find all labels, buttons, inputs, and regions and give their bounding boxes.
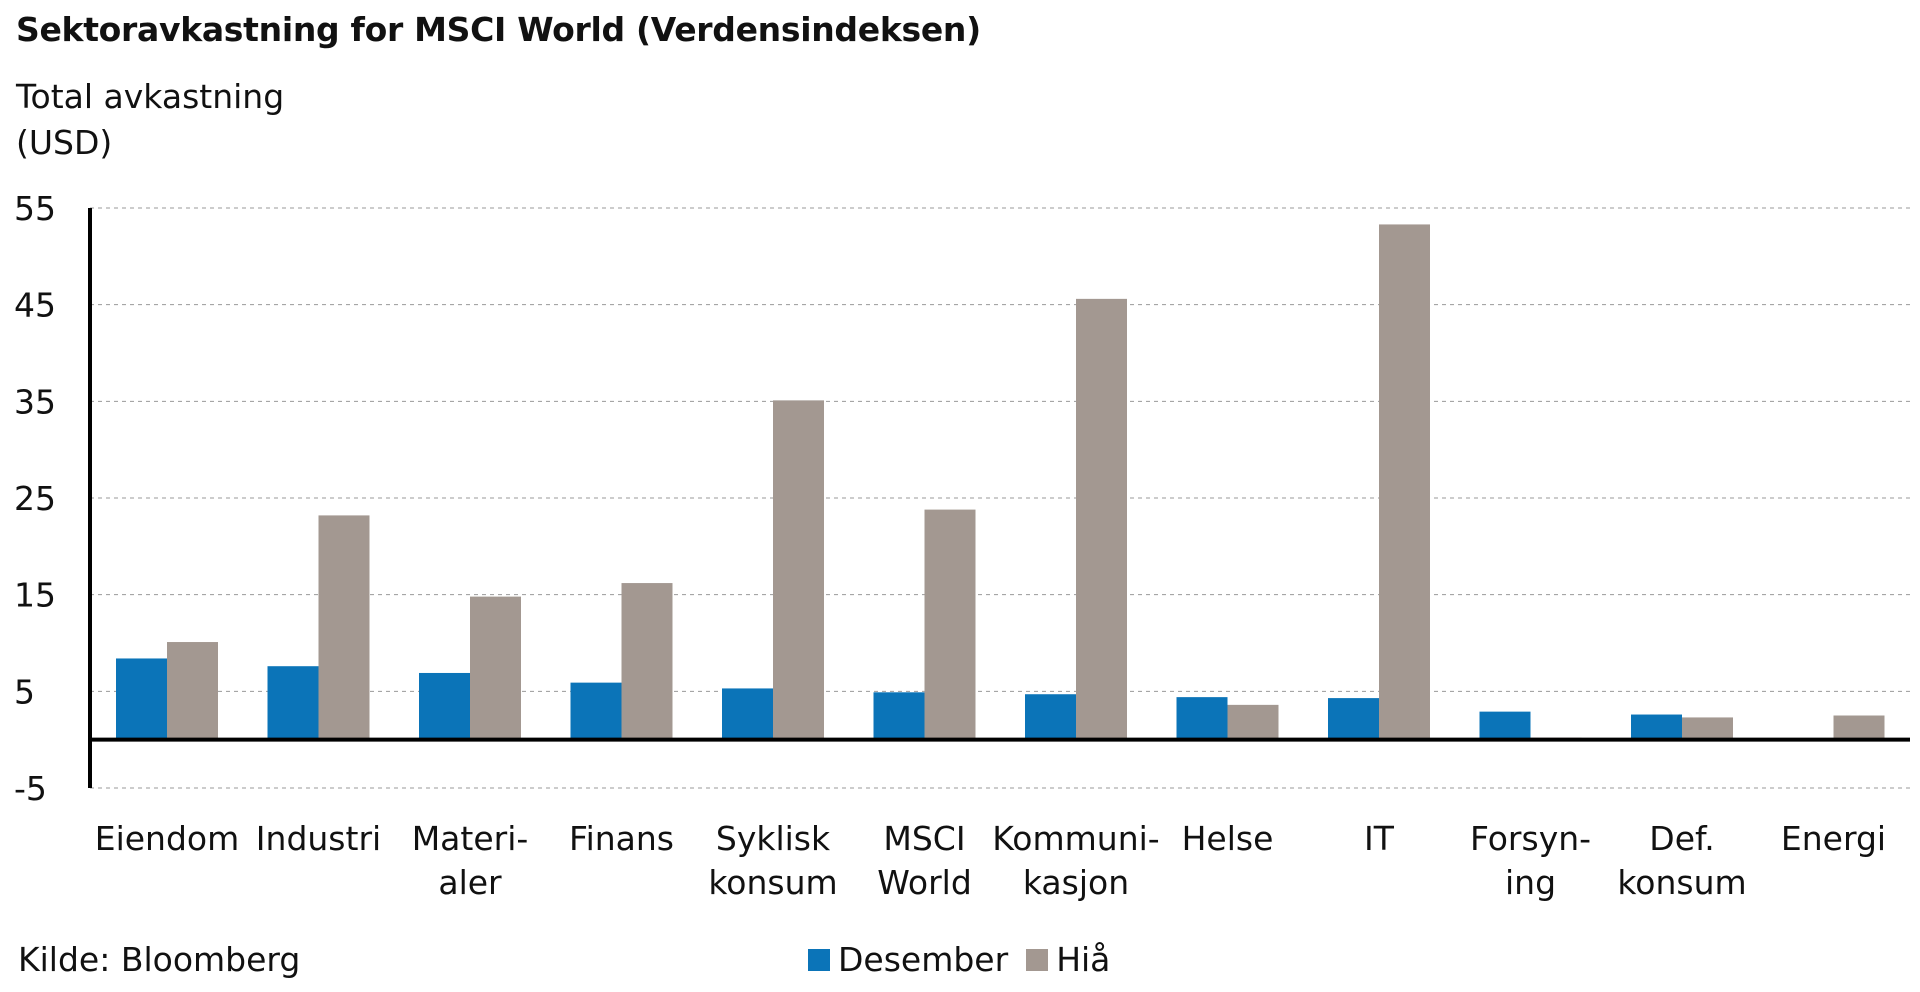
bar-hiå-0	[167, 642, 218, 740]
bar-hiå-7	[1227, 704, 1279, 740]
bar-hiå-1	[318, 515, 370, 740]
x-tick-label: konsum	[708, 863, 837, 902]
y-tick-label: 25	[14, 479, 56, 518]
bar-desember-2	[419, 672, 470, 740]
bar-hiå-8	[1379, 224, 1430, 740]
bar-desember-5	[873, 692, 925, 740]
legend-label-hia: Hiå	[1056, 940, 1111, 979]
x-tick-label: Helse	[1182, 819, 1274, 858]
x-tick-label: World	[877, 863, 972, 902]
bar-hiå-6	[1076, 298, 1127, 740]
x-tick-label: Kommuni-	[992, 819, 1159, 858]
y-axis-label: Total avkastning (USD)	[16, 77, 285, 162]
bar-hiå-10	[1682, 717, 1733, 740]
y-tick-labels: -5 5 15 25 35 45 55	[14, 189, 56, 808]
y-tick-label: 15	[14, 576, 56, 615]
bar-desember-8	[1328, 698, 1379, 740]
x-tick-labels: Eiendom Industri Materi-aler Finans Syklisk k…	[95, 819, 1886, 902]
bar-desember-3	[570, 682, 622, 740]
bar-desember-7	[1176, 697, 1228, 740]
bar-desember-0	[116, 658, 167, 740]
legend-swatch-desember	[808, 948, 830, 971]
y-tick-label: 35	[14, 382, 56, 421]
bar-desember-9	[1479, 711, 1531, 740]
bar-hiå-4	[773, 400, 824, 740]
x-tick-label: Finans	[569, 819, 674, 858]
x-tick-label: Forsyn-	[1470, 819, 1591, 858]
bars	[116, 224, 1885, 740]
bar-desember-6	[1025, 694, 1076, 740]
x-tick-label: Industri	[256, 819, 381, 858]
legend-label-desember: Desember	[838, 940, 1009, 979]
chart-title: Sektoravkastning for MSCI World (Verdens…	[16, 10, 981, 49]
axes	[88, 208, 1910, 788]
legend-item-hia: Hiå	[1026, 940, 1110, 979]
x-tick-label: konsum	[1617, 863, 1746, 902]
x-tick-label: Eiendom	[95, 819, 240, 858]
y-tick-label: 45	[14, 286, 56, 325]
legend-swatch-hia	[1026, 948, 1049, 971]
x-tick-label: Def.	[1649, 819, 1714, 858]
x-tick-label: MSCI	[883, 819, 965, 858]
legend-item-desember: Desember	[808, 940, 1008, 979]
source-note: Kilde: Bloomberg	[18, 940, 301, 979]
x-tick-label: Syklisk	[716, 819, 831, 858]
bar-hiå-5	[924, 509, 976, 740]
y-tick-label: 5	[14, 672, 35, 711]
legend: Desember Hiå	[808, 940, 1128, 979]
bar-desember-10	[1631, 714, 1682, 740]
x-tick-label: Energi	[1781, 819, 1886, 858]
bar-hiå-11	[1833, 715, 1885, 740]
x-tick-label: aler	[438, 863, 502, 902]
bar-desember-4	[722, 688, 773, 740]
bar-desember-1	[267, 666, 319, 740]
bar-hiå-3	[621, 583, 673, 740]
x-tick-label: kasjon	[1023, 863, 1129, 902]
y-tick-label: -5	[14, 769, 47, 808]
x-tick-label: ing	[1505, 863, 1556, 902]
y-tick-label: 55	[14, 189, 56, 228]
bar-hiå-2	[470, 596, 521, 740]
x-tick-label: IT	[1364, 819, 1395, 858]
x-tick-label: Materi-	[412, 819, 529, 858]
